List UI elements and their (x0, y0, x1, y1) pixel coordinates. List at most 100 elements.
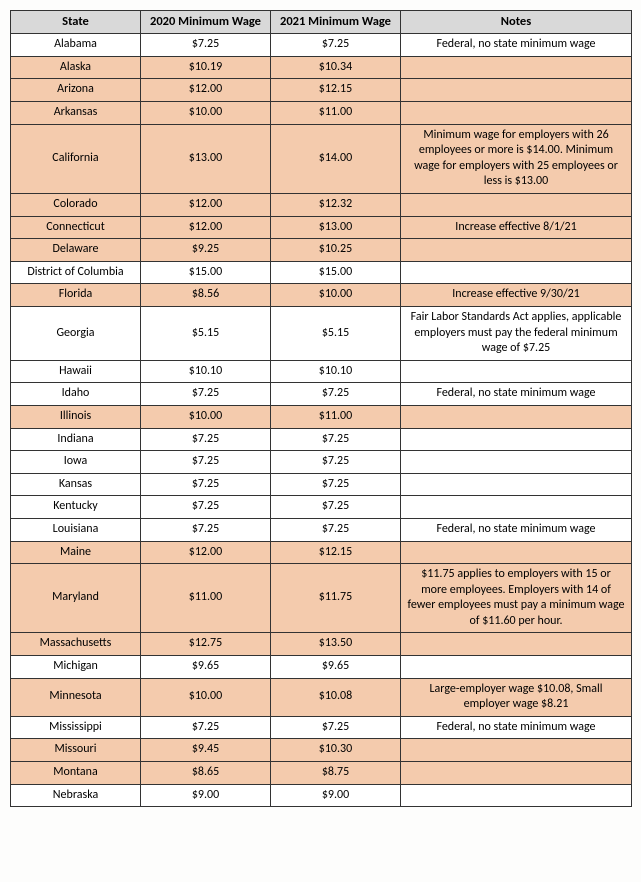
cell-wage2021: $7.25 (271, 383, 401, 406)
table-row: Missouri$9.45$10.30 (11, 739, 632, 762)
cell-wage2021: $5.15 (271, 306, 401, 360)
table-row: Massachusetts$12.75$13.50 (11, 633, 632, 656)
table-row: Louisiana$7.25$7.25Federal, no state min… (11, 518, 632, 541)
cell-wage2021: $13.50 (271, 633, 401, 656)
cell-wage2020: $7.25 (141, 496, 271, 519)
table-row: Indiana$7.25$7.25 (11, 428, 632, 451)
cell-state: Minnesota (11, 678, 141, 716)
cell-wage2021: $7.25 (271, 34, 401, 57)
cell-notes (401, 541, 632, 564)
cell-notes: Increase effective 9/30/21 (401, 284, 632, 307)
cell-state: Missouri (11, 739, 141, 762)
col-header-2021: 2021 Minimum Wage (271, 11, 401, 34)
table-row: Mississippi$7.25$7.25Federal, no state m… (11, 716, 632, 739)
col-header-state: State (11, 11, 141, 34)
cell-notes (401, 496, 632, 519)
cell-notes: Large-employer wage $10.08, Small employ… (401, 678, 632, 716)
cell-wage2020: $7.25 (141, 473, 271, 496)
cell-notes: Federal, no state minimum wage (401, 716, 632, 739)
table-row: Idaho$7.25$7.25Federal, no state minimum… (11, 383, 632, 406)
table-row: Arkansas$10.00$11.00 (11, 102, 632, 125)
minimum-wage-table: State 2020 Minimum Wage 2021 Minimum Wag… (10, 10, 632, 807)
cell-wage2021: $10.08 (271, 678, 401, 716)
cell-wage2021: $9.65 (271, 656, 401, 679)
cell-notes: Increase effective 8/1/21 (401, 216, 632, 239)
cell-wage2020: $9.65 (141, 656, 271, 679)
cell-wage2021: $7.25 (271, 716, 401, 739)
cell-wage2020: $7.25 (141, 34, 271, 57)
cell-wage2020: $12.00 (141, 194, 271, 217)
table-row: California$13.00$14.00Minimum wage for e… (11, 124, 632, 193)
table-row: Alabama$7.25$7.25Federal, no state minim… (11, 34, 632, 57)
table-row: Maryland$11.00$11.75$11.75 applies to em… (11, 564, 632, 633)
table-row: Maine$12.00$12.15 (11, 541, 632, 564)
cell-state: Arkansas (11, 102, 141, 125)
cell-wage2020: $12.00 (141, 79, 271, 102)
cell-wage2021: $10.10 (271, 360, 401, 383)
cell-state: Indiana (11, 428, 141, 451)
table-row: Kansas$7.25$7.25 (11, 473, 632, 496)
table-row: Delaware$9.25$10.25 (11, 239, 632, 262)
cell-notes (401, 739, 632, 762)
table-row: Montana$8.65$8.75 (11, 762, 632, 785)
cell-notes: Federal, no state minimum wage (401, 383, 632, 406)
cell-state: Maryland (11, 564, 141, 633)
cell-wage2020: $8.56 (141, 284, 271, 307)
cell-wage2021: $11.00 (271, 405, 401, 428)
cell-wage2020: $7.25 (141, 383, 271, 406)
cell-notes: Minimum wage for employers with 26 emplo… (401, 124, 632, 193)
cell-notes: Fair Labor Standards Act applies, applic… (401, 306, 632, 360)
cell-wage2021: $12.15 (271, 79, 401, 102)
cell-notes (401, 656, 632, 679)
table-row: Georgia$5.15$5.15Fair Labor Standards Ac… (11, 306, 632, 360)
cell-notes: Federal, no state minimum wage (401, 34, 632, 57)
cell-state: Iowa (11, 451, 141, 474)
cell-wage2021: $11.75 (271, 564, 401, 633)
cell-notes (401, 239, 632, 262)
table-row: Kentucky$7.25$7.25 (11, 496, 632, 519)
cell-state: Illinois (11, 405, 141, 428)
cell-wage2021: $7.25 (271, 451, 401, 474)
cell-state: Colorado (11, 194, 141, 217)
cell-notes (401, 102, 632, 125)
cell-notes (401, 261, 632, 284)
cell-wage2021: $8.75 (271, 762, 401, 785)
table-row: Connecticut$12.00$13.00Increase effectiv… (11, 216, 632, 239)
cell-state: Georgia (11, 306, 141, 360)
cell-state: Connecticut (11, 216, 141, 239)
col-header-notes: Notes (401, 11, 632, 34)
cell-wage2020: $13.00 (141, 124, 271, 193)
cell-state: Massachusetts (11, 633, 141, 656)
cell-state: Hawaii (11, 360, 141, 383)
cell-wage2020: $9.25 (141, 239, 271, 262)
cell-wage2020: $10.00 (141, 405, 271, 428)
cell-wage2020: $15.00 (141, 261, 271, 284)
cell-notes (401, 194, 632, 217)
cell-state: Idaho (11, 383, 141, 406)
cell-wage2020: $7.25 (141, 451, 271, 474)
cell-wage2020: $10.00 (141, 102, 271, 125)
table-row: Michigan$9.65$9.65 (11, 656, 632, 679)
cell-notes (401, 633, 632, 656)
cell-state: Kansas (11, 473, 141, 496)
cell-wage2021: $10.00 (271, 284, 401, 307)
cell-wage2020: $5.15 (141, 306, 271, 360)
cell-wage2021: $10.25 (271, 239, 401, 262)
cell-wage2020: $12.00 (141, 541, 271, 564)
cell-state: Louisiana (11, 518, 141, 541)
cell-wage2020: $10.00 (141, 678, 271, 716)
cell-notes (401, 56, 632, 79)
table-row: Colorado$12.00$12.32 (11, 194, 632, 217)
cell-wage2021: $15.00 (271, 261, 401, 284)
cell-wage2021: $12.15 (271, 541, 401, 564)
cell-state: Delaware (11, 239, 141, 262)
cell-state: Kentucky (11, 496, 141, 519)
table-row: Nebraska$9.00$9.00 (11, 784, 632, 807)
cell-notes (401, 79, 632, 102)
cell-state: District of Columbia (11, 261, 141, 284)
cell-wage2020: $9.00 (141, 784, 271, 807)
cell-wage2020: $7.25 (141, 716, 271, 739)
cell-state: Nebraska (11, 784, 141, 807)
cell-state: Mississippi (11, 716, 141, 739)
cell-notes (401, 428, 632, 451)
